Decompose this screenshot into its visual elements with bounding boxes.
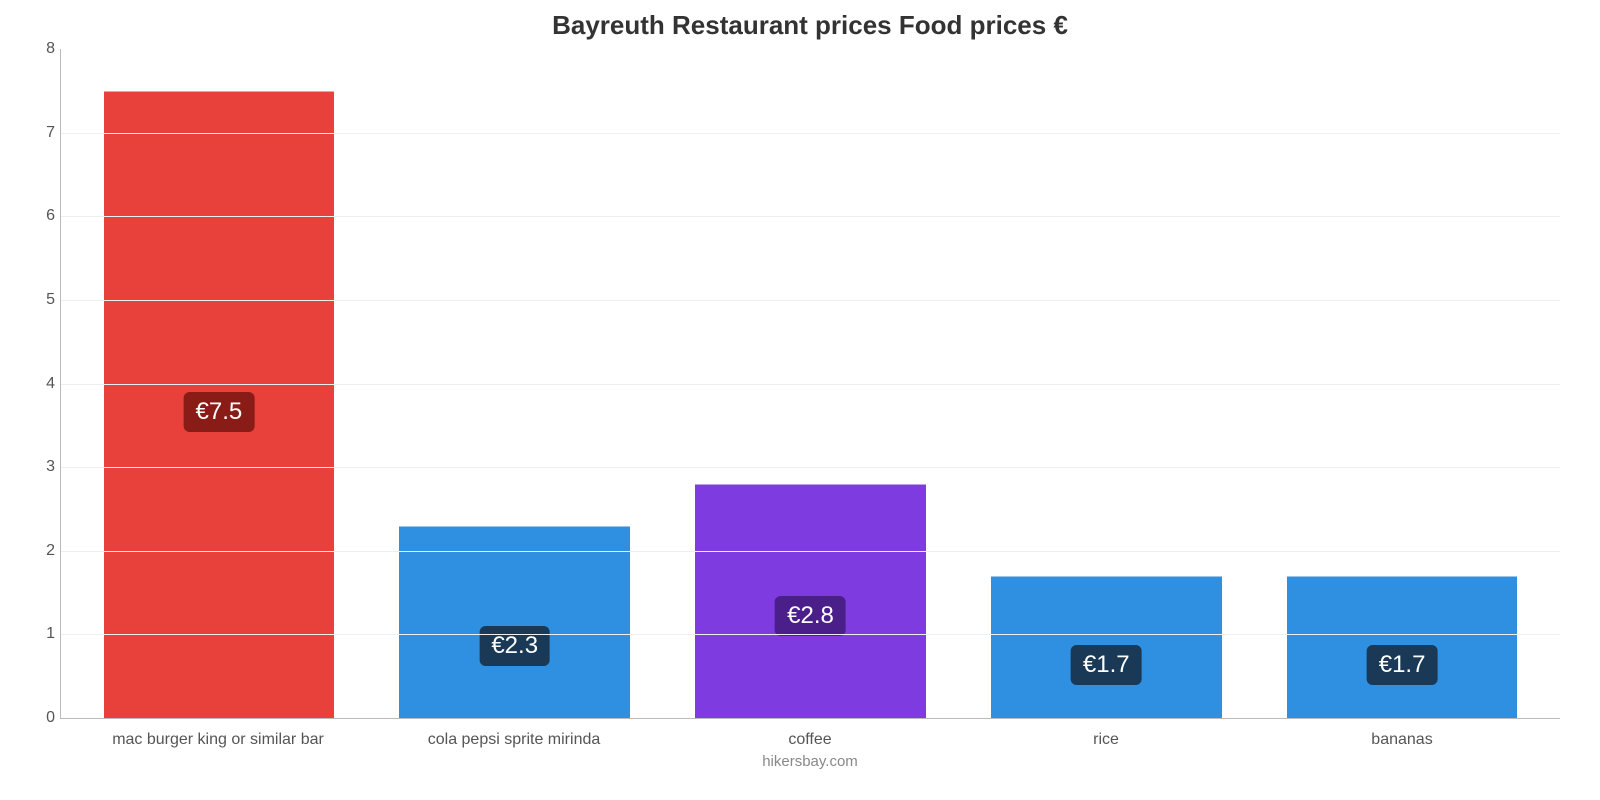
x-tick-label: cola pepsi sprite mirinda — [366, 731, 662, 749]
bar: €2.8 — [695, 484, 926, 718]
bar-value-label: €2.8 — [775, 596, 846, 636]
y-tick-label: 8 — [25, 40, 55, 58]
y-tick-label: 0 — [25, 709, 55, 727]
x-axis-labels: mac burger king or similar barcola pepsi… — [60, 719, 1560, 749]
y-tick-label: 1 — [25, 625, 55, 643]
gridline — [61, 384, 1560, 385]
bar: €1.7 — [991, 576, 1222, 718]
gridline — [61, 133, 1560, 134]
y-tick-label: 7 — [25, 124, 55, 142]
gridline — [61, 467, 1560, 468]
gridline — [61, 300, 1560, 301]
y-tick-label: 5 — [25, 291, 55, 309]
bar: €1.7 — [1287, 576, 1518, 718]
x-tick-label: coffee — [662, 731, 958, 749]
y-tick-label: 2 — [25, 542, 55, 560]
y-tick-label: 6 — [25, 207, 55, 225]
bar: €7.5 — [104, 91, 335, 718]
y-tick-label: 4 — [25, 375, 55, 393]
bar-value-label: €7.5 — [184, 392, 255, 432]
gridline — [61, 634, 1560, 635]
plot-area: €7.5€2.3€2.8€1.7€1.7 012345678 — [60, 49, 1560, 719]
chart-container: Bayreuth Restaurant prices Food prices €… — [0, 0, 1600, 800]
y-tick-label: 3 — [25, 458, 55, 476]
bar-value-label: €2.3 — [479, 626, 550, 666]
chart-attribution: hikersbay.com — [60, 753, 1560, 770]
bar-value-label: €1.7 — [1071, 645, 1142, 685]
x-tick-label: rice — [958, 731, 1254, 749]
bar: €2.3 — [399, 526, 630, 718]
x-tick-label: mac burger king or similar bar — [70, 731, 366, 749]
gridline — [61, 551, 1560, 552]
gridline — [61, 216, 1560, 217]
bar-value-label: €1.7 — [1367, 645, 1438, 685]
x-tick-label: bananas — [1254, 731, 1550, 749]
chart-title: Bayreuth Restaurant prices Food prices € — [60, 10, 1560, 41]
